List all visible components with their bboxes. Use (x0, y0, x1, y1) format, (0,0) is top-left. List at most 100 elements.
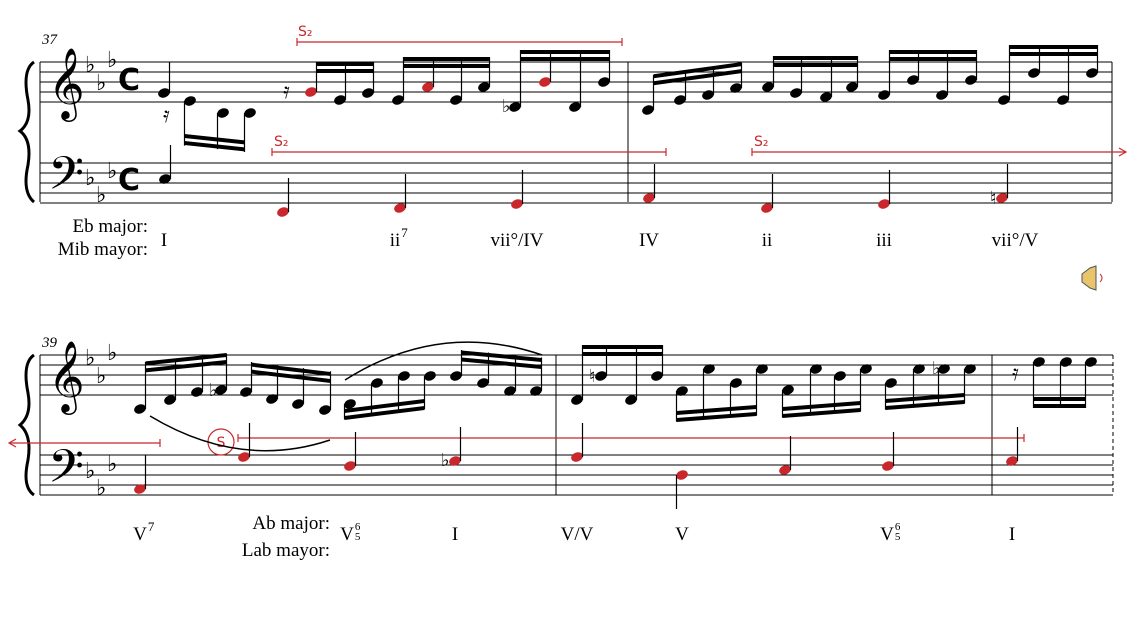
notehead (450, 371, 462, 381)
notehead (642, 105, 654, 115)
chord-label: I (1009, 524, 1015, 545)
beam (782, 407, 861, 418)
accidental: ♮ (589, 366, 595, 387)
chord-label: V (880, 524, 894, 545)
notehead (344, 461, 356, 471)
notehead (215, 385, 227, 395)
staves (39, 61, 1114, 496)
notehead (860, 364, 872, 374)
audio-icon[interactable] (1081, 265, 1103, 291)
notehead (878, 199, 890, 209)
beam (184, 134, 245, 145)
chord-label: iii (876, 230, 892, 251)
beam (889, 50, 977, 54)
notehead (478, 82, 490, 92)
svg-text:C: C (118, 163, 140, 198)
chord-label: V (340, 524, 354, 545)
notehead (1060, 357, 1072, 367)
notehead (240, 387, 252, 397)
beam (344, 398, 425, 413)
beam (344, 405, 425, 420)
sequence-lines (7, 38, 1128, 456)
svg-text:𝄞: 𝄞 (48, 46, 85, 122)
sequence-label: S₂ (274, 134, 289, 150)
chord-figure: 5 (355, 531, 361, 543)
accidental: ♭ (209, 380, 218, 401)
notehead (965, 75, 977, 85)
beam (1033, 397, 1086, 401)
notehead (238, 452, 250, 462)
beam (403, 64, 490, 68)
beam (145, 360, 227, 373)
notehead (643, 193, 655, 203)
svg-text:♭: ♭ (107, 48, 117, 73)
beam (403, 57, 490, 61)
notehead (164, 395, 176, 405)
svg-text:♭: ♭ (85, 346, 95, 371)
accidental: ♭ (441, 450, 450, 471)
notehead (761, 203, 773, 213)
svg-text:♭: ♭ (85, 53, 95, 78)
notehead (878, 90, 890, 100)
svg-text:♭: ♭ (107, 341, 117, 366)
notehead (730, 378, 742, 388)
notehead (569, 102, 581, 112)
svg-text:♭: ♭ (96, 476, 106, 501)
notehead (598, 77, 610, 87)
notehead (998, 95, 1010, 105)
notehead (1086, 68, 1098, 78)
sequence-label: S (217, 435, 226, 451)
beam (251, 362, 331, 376)
notehead (571, 395, 583, 405)
notehead (277, 207, 289, 217)
accidental: ♭ (502, 96, 511, 117)
accidental: ♮ (990, 188, 996, 209)
beam (1033, 404, 1086, 408)
key-label: Mib mayor: (58, 239, 148, 260)
notehead (651, 371, 663, 381)
beam (653, 62, 742, 79)
notehead (1028, 68, 1040, 78)
notehead (779, 465, 791, 475)
notehead (595, 371, 607, 381)
notehead (362, 88, 374, 98)
notehead (184, 96, 196, 106)
svg-text:♭: ♭ (96, 364, 106, 389)
notehead (422, 82, 434, 92)
notes: ♭ ♮ ♭ ♭ ♭ ♮ 𝄿 𝄿 𝄿 (134, 45, 1099, 509)
notehead (820, 92, 832, 102)
chord-figure: 5 (895, 531, 901, 543)
sequence-label: S₂ (298, 24, 313, 40)
beam (316, 69, 374, 73)
chord-label: IV (639, 230, 659, 251)
notehead (756, 364, 768, 374)
chord-label: I (452, 524, 458, 545)
chord-label: I (161, 230, 167, 251)
notehead (371, 378, 383, 388)
notehead (539, 77, 551, 87)
notehead (964, 364, 976, 374)
notehead (996, 193, 1008, 203)
svg-text:♭: ♭ (96, 183, 106, 208)
notehead (882, 461, 894, 471)
beam (461, 357, 542, 369)
notehead (676, 470, 688, 480)
notehead (450, 95, 462, 105)
svg-text:𝄞: 𝄞 (48, 339, 85, 415)
notehead (334, 95, 346, 105)
beam (1009, 45, 1098, 49)
notehead (1006, 456, 1018, 466)
key-label: Lab mayor: (242, 540, 330, 561)
notehead (344, 399, 356, 409)
brace (17, 353, 35, 497)
rest: 𝄿 (1012, 361, 1019, 386)
svg-text:♭: ♭ (107, 159, 117, 184)
notehead (571, 452, 583, 462)
notehead (266, 394, 278, 404)
notehead (134, 404, 146, 414)
notehead (394, 203, 406, 213)
notehead (674, 95, 686, 105)
beam (582, 345, 663, 349)
notehead (1085, 357, 1097, 367)
beam (520, 57, 610, 61)
